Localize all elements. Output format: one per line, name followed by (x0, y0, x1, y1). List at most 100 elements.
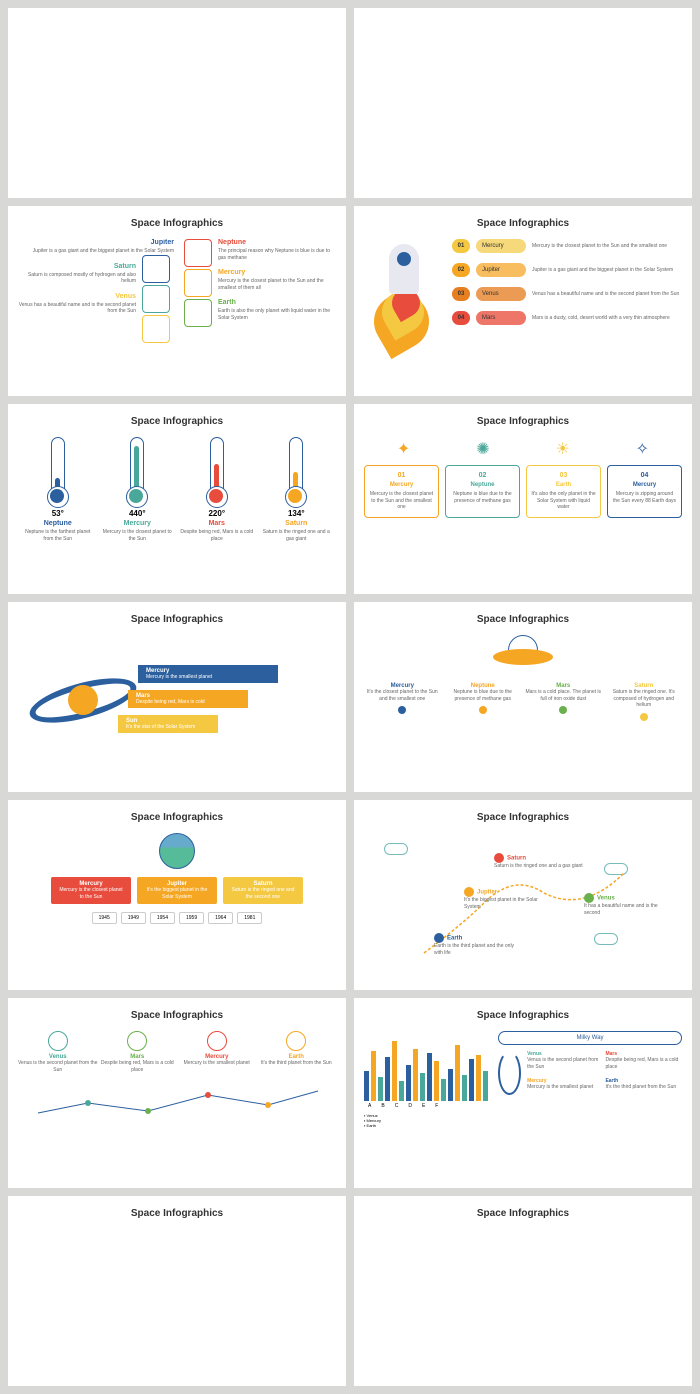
bar (448, 1069, 453, 1101)
year-label: 1959 (179, 912, 204, 924)
dot-icon (584, 893, 594, 903)
bar (371, 1051, 376, 1101)
planet-desc: Saturn is the ringed one. It's composed … (606, 689, 683, 709)
bar (406, 1065, 411, 1101)
circle-icon (48, 1031, 68, 1051)
planet-desc: Neptune is blue due to the presence of m… (450, 491, 515, 504)
thermometer-icon (51, 437, 65, 497)
ufo-icon (493, 635, 553, 675)
x-label: A (368, 1103, 371, 1109)
path-item: Venus It has a beautiful name and is the… (584, 893, 674, 916)
x-label: E (422, 1103, 425, 1109)
planet-name: Mercury (612, 482, 677, 488)
slide-hexagons: Space Infographics JupiterJupiter is a g… (8, 206, 346, 396)
planet-desc: Earth is also the only planet with liqui… (218, 308, 336, 321)
slide-bars-spiral: Space Infographics ABCDEF ▪ Venus▪ Mercu… (354, 998, 692, 1188)
thermometer-item: 220° Mars Despite being red, Mars is a c… (179, 437, 255, 542)
thermometer-item: 53° Neptune Neptune is the farthest plan… (20, 437, 96, 542)
bar (441, 1079, 446, 1101)
slide-title: Space Infographics (364, 614, 682, 625)
planet-desc: It's the third planet from the Sun (605, 1084, 679, 1091)
planet-desc: Saturn is composed mostly of hydrogen an… (18, 272, 136, 285)
temperature-value: 220° (179, 509, 255, 518)
hexagon-icon (184, 239, 212, 267)
dot-icon (464, 887, 474, 897)
planet-desc: It's the biggest planet in the Solar Sys… (464, 897, 554, 910)
icon-item: Mercury Mercury is the smallest planet (177, 1031, 257, 1073)
bar (413, 1049, 418, 1101)
planet-desc: It's the third planet from the Sun (257, 1060, 337, 1067)
planet-item: Mars Mars is a cold place. The planet is… (525, 683, 602, 725)
slide-galaxy-arrows: Space Infographics MercuryMercury is the… (8, 602, 346, 792)
planet-name: Jupiter (464, 887, 554, 897)
info-box: 03 Earth It's also the only planet in th… (526, 465, 601, 518)
year-label: 1954 (150, 912, 175, 924)
planet-desc: Despite being red, Mars is a cold place (605, 1057, 679, 1070)
x-label: C (395, 1103, 399, 1109)
line-chart (18, 1083, 336, 1123)
item-number: 01 (369, 472, 434, 479)
bar (399, 1081, 404, 1101)
info-box: 02 Neptune Neptune is blue due to the pr… (445, 465, 520, 518)
planet-desc: Mercury is the closest planet to the Sun… (369, 491, 434, 511)
hexagon-icon (184, 299, 212, 327)
bar (476, 1055, 481, 1101)
bar (385, 1057, 390, 1101)
planet-name: Saturn (494, 853, 584, 863)
slide-timeline: Space Infographics MercuryMercury is the… (8, 800, 346, 990)
dot-icon (559, 706, 567, 714)
thermometer-icon (130, 437, 144, 497)
x-label: D (408, 1103, 412, 1109)
planet-desc: Saturn is the ringed one and a gas giant (258, 529, 334, 542)
milky-way-label: Milky Way (498, 1031, 682, 1045)
slide-partial-bottom: Space Infographics (354, 1196, 692, 1386)
item-number: 01 (452, 239, 470, 253)
dot-icon (640, 713, 648, 721)
icon-item: Mars Despite being red, Mars is a cold p… (98, 1031, 178, 1073)
planet-desc: Venus is the second planet from the Sun (18, 1060, 98, 1073)
planet-name: Jupiter (18, 239, 174, 246)
year-label: 1981 (237, 912, 262, 924)
path-item: Saturn Saturn is the ringed one and a ga… (494, 853, 584, 870)
list-item: 04 Mars Mars is a dusty, cold, desert wo… (452, 311, 682, 325)
slide-title: Space Infographics (18, 614, 336, 625)
planet-desc: Despite being red, Mars is cold (136, 699, 205, 705)
temperature-value: 440° (99, 509, 175, 518)
item-number: 04 (612, 472, 677, 479)
path-item: Earth Earth is the third planet and the … (434, 933, 524, 956)
planet-desc: Saturn is the ringed one and a gas giant (494, 863, 584, 870)
arrow-item: MercuryMercury is the smallest planet (138, 665, 278, 683)
planet-desc: Earth is the third planet and the only w… (434, 943, 524, 956)
arrow-item: MarsDespite being red, Mars is cold (128, 690, 248, 708)
slide-partial-top (8, 8, 346, 198)
planet-name: Venus (476, 287, 526, 301)
hexagon-icon (184, 269, 212, 297)
bar (427, 1053, 432, 1101)
planet-name: Neptune (20, 520, 96, 527)
temperature-value: 53° (20, 509, 96, 518)
year-label: 1949 (121, 912, 146, 924)
dot-icon (434, 933, 444, 943)
thermometer-icon (210, 437, 224, 497)
planet-desc: It's also the only planet in the Solar S… (531, 491, 596, 511)
bar (455, 1045, 460, 1101)
legend-item: ▪ Earth (364, 1123, 488, 1128)
circle-icon (127, 1031, 147, 1051)
planet-item: Neptune Neptune is blue due to the prese… (445, 683, 522, 725)
planet-item: NeptuneThe principal reason why Neptune … (180, 239, 336, 261)
planet-name: Saturn (258, 520, 334, 527)
slide-ufo: Space Infographics Mercury It's the clos… (354, 602, 692, 792)
item-number: 02 (452, 263, 470, 277)
item-number: 04 (452, 311, 470, 325)
earth-icon (159, 833, 195, 869)
slide-title: Space Infographics (18, 1208, 336, 1219)
planet-desc: It's the biggest planet in the Solar Sys… (143, 887, 211, 900)
slide-title: Space Infographics (364, 812, 682, 823)
slide-path: Space Infographics Saturn Saturn is the … (354, 800, 692, 990)
hexagon-icon (142, 285, 170, 313)
slide-partial-bottom: Space Infographics (8, 1196, 346, 1386)
planet-desc: Neptune is blue due to the presence of m… (445, 689, 522, 702)
planet-name: Jupiter (476, 263, 526, 277)
info-box: 04 Mercury Mercury is zipping around the… (607, 465, 682, 518)
list-item: 03 Venus Venus has a beautiful name and … (452, 287, 682, 301)
